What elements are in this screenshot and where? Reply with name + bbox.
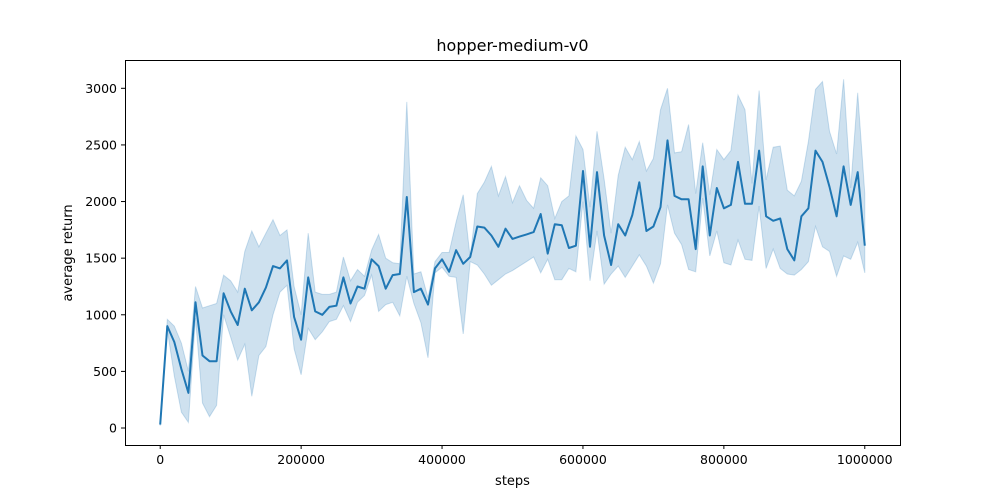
y-tick-label: 500 <box>93 364 117 379</box>
x-axis: 0 200000 400000 600000 800000 1000000 <box>156 445 893 467</box>
x-tick-label: 400000 <box>418 452 466 467</box>
x-tick-label: 1000000 <box>837 452 893 467</box>
confidence-band <box>159 79 866 426</box>
y-axis-label: average return <box>61 204 76 301</box>
y-tick-label: 1500 <box>85 251 117 266</box>
x-tick-label: 800000 <box>700 452 748 467</box>
y-tick-label: 2000 <box>85 194 117 209</box>
y-tick-label: 0 <box>109 421 117 436</box>
axes-frame <box>125 60 901 446</box>
plot-area <box>159 79 866 426</box>
y-tick-label: 2500 <box>85 137 117 152</box>
y-tick-label: 3000 <box>85 81 117 96</box>
mean-return-line <box>159 139 866 425</box>
x-tick-label: 600000 <box>559 452 607 467</box>
x-tick-label: 0 <box>156 452 164 467</box>
y-axis: 0 500 1000 1500 2000 2500 3000 <box>85 81 125 436</box>
chart-title: hopper-medium-v0 <box>436 36 588 55</box>
x-tick-label: 200000 <box>277 452 325 467</box>
x-axis-label: steps <box>495 474 530 489</box>
y-tick-label: 1000 <box>85 307 117 322</box>
